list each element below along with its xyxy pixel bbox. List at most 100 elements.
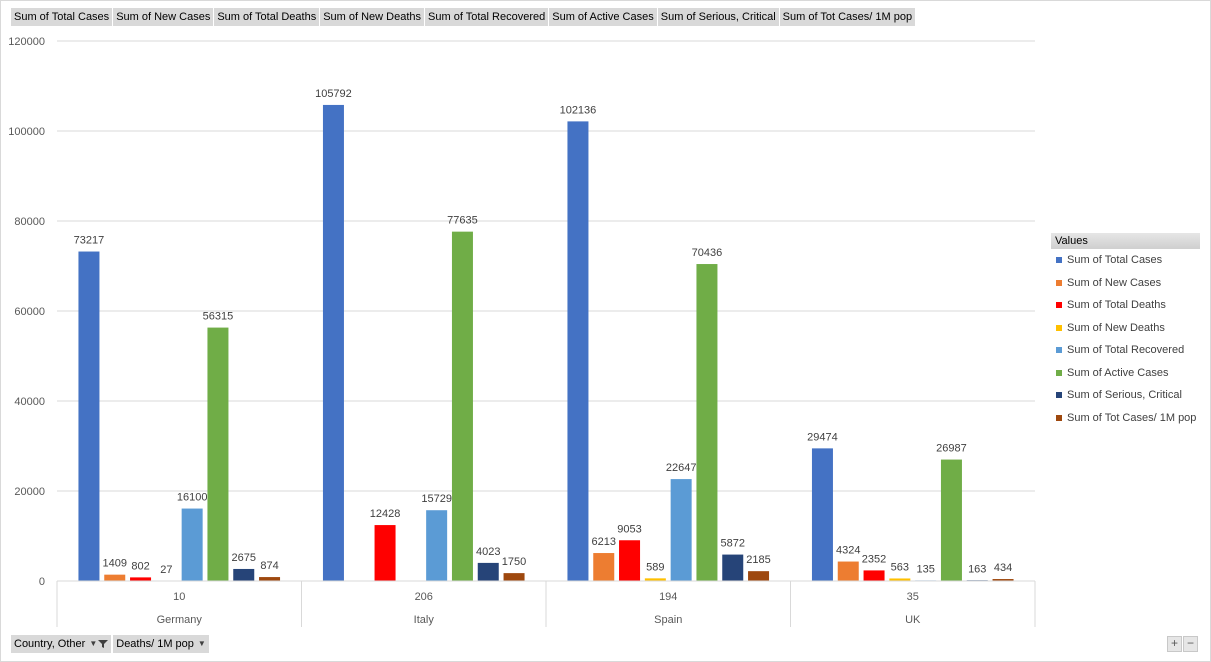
data-label: 9053 <box>617 523 641 535</box>
data-label: 4324 <box>836 545 860 557</box>
data-label: 2675 <box>232 552 256 564</box>
value-field-buttons: Sum of Total Cases Sum of New Cases Sum of… <box>11 8 916 26</box>
legend-label: Sum of Total Deaths <box>1067 299 1166 312</box>
legend-item: Sum of Total Recovered <box>1051 339 1200 362</box>
y-tick-label: 20000 <box>14 486 45 498</box>
bar <box>207 327 229 581</box>
legend-label: Sum of New Cases <box>1067 276 1162 289</box>
data-label: 27 <box>160 564 172 576</box>
x-tick-label-inner: 10 <box>173 591 185 603</box>
value-field-button[interactable]: Sum of New Cases <box>113 8 214 26</box>
legend-swatch <box>1056 324 1062 331</box>
x-tick-label-outer: UK <box>905 614 921 626</box>
bar <box>696 264 718 581</box>
data-label: 4023 <box>476 546 500 558</box>
legend-label: Sum of Active Cases <box>1067 366 1169 379</box>
country-field-label: Country, Other <box>14 638 86 650</box>
bar <box>181 508 203 581</box>
dropdown-arrow-icon: ▼ <box>89 639 98 648</box>
x-tick-label-outer: Italy <box>414 614 435 626</box>
bar <box>670 479 692 581</box>
value-field-button[interactable]: Sum of New Deaths <box>320 8 425 26</box>
value-field-button[interactable]: Sum of Serious, Critical <box>657 8 779 26</box>
bar <box>503 573 525 581</box>
data-label: 12428 <box>370 508 401 520</box>
bar <box>644 578 666 581</box>
x-tick-label-outer: Germany <box>157 614 203 626</box>
bar <box>104 574 126 581</box>
y-tick-label: 60000 <box>14 306 45 318</box>
bar <box>426 510 448 581</box>
data-label: 163 <box>968 563 986 575</box>
data-label: 802 <box>131 560 149 572</box>
bar <box>322 104 344 581</box>
data-label: 589 <box>646 561 664 573</box>
legend-label: Sum of Total Cases <box>1067 254 1163 267</box>
bar <box>374 525 396 581</box>
data-label: 105792 <box>315 88 352 100</box>
bar <box>811 448 833 581</box>
filter-icon <box>98 640 109 648</box>
bar <box>593 553 615 581</box>
legend-label: Sum of New Deaths <box>1067 321 1165 334</box>
legend-label: Sum of Tot Cases/ 1M pop <box>1067 411 1197 424</box>
country-field-button[interactable]: Country, Other ▼ <box>11 635 112 653</box>
collapse-button[interactable]: − <box>1183 636 1198 652</box>
legend-swatch <box>1056 414 1062 421</box>
legend-item: Sum of Tot Cases/ 1M pop <box>1051 407 1200 430</box>
bar <box>722 554 744 581</box>
data-label: 5872 <box>721 538 745 550</box>
bar <box>130 577 152 581</box>
x-tick-label-outer: Spain <box>654 614 682 626</box>
x-tick-label-inner: 206 <box>415 591 433 603</box>
bar <box>567 121 589 581</box>
legend-swatch <box>1056 279 1062 286</box>
data-label: 563 <box>891 561 909 573</box>
legend-swatch <box>1056 302 1062 309</box>
legend-swatch <box>1056 369 1062 376</box>
legend-swatch <box>1056 347 1062 354</box>
legend-item: Sum of Serious, Critical <box>1051 384 1200 407</box>
value-field-button[interactable]: Sum of Tot Cases/ 1M pop <box>779 8 916 26</box>
y-tick-label: 120000 <box>8 36 45 48</box>
legend-title: Values <box>1051 233 1200 249</box>
data-label: 1409 <box>103 558 127 570</box>
data-label: 56315 <box>203 311 234 323</box>
legend-item: Sum of New Cases <box>1051 272 1200 295</box>
bar <box>837 561 859 581</box>
data-label: 70436 <box>692 247 723 259</box>
legend: Values Sum of Total Cases Sum of New Case… <box>1051 233 1200 429</box>
bar <box>863 570 885 581</box>
data-label: 26987 <box>936 443 967 455</box>
bar <box>259 577 281 581</box>
bar <box>889 578 911 581</box>
value-field-button[interactable]: Sum of Total Recovered <box>425 8 549 26</box>
data-label: 1750 <box>502 556 526 568</box>
value-field-button[interactable]: Sum of Active Cases <box>549 8 657 26</box>
legend-label: Sum of Total Recovered <box>1067 344 1185 357</box>
value-field-button[interactable]: Sum of Total Cases <box>11 8 113 26</box>
data-label: 2352 <box>862 553 886 565</box>
data-label: 2185 <box>746 554 770 566</box>
y-tick-label: 0 <box>39 576 45 588</box>
data-label: 16100 <box>177 492 208 504</box>
bar <box>748 571 770 581</box>
value-field-button[interactable]: Sum of Total Deaths <box>214 8 320 26</box>
legend-item: Sum of Total Cases <box>1051 249 1200 272</box>
data-label: 15729 <box>421 493 452 505</box>
data-label: 102136 <box>560 104 597 116</box>
deaths-field-button[interactable]: Deaths/ 1M pop ▼ <box>113 635 209 653</box>
legend-item: Sum of Active Cases <box>1051 362 1200 385</box>
data-label: 6213 <box>592 536 616 548</box>
expand-button[interactable]: + <box>1167 636 1182 652</box>
data-label: 73217 <box>74 235 105 247</box>
bar <box>451 231 473 581</box>
legend-item: Sum of Total Deaths <box>1051 294 1200 317</box>
deaths-field-label: Deaths/ 1M pop <box>116 638 194 650</box>
bar <box>940 459 962 581</box>
axis-field-buttons: Country, Other ▼ Deaths/ 1M pop ▼ <box>11 635 211 653</box>
legend-label: Sum of Serious, Critical <box>1067 389 1182 402</box>
y-tick-label: 80000 <box>14 216 45 228</box>
data-label: 434 <box>994 562 1012 574</box>
